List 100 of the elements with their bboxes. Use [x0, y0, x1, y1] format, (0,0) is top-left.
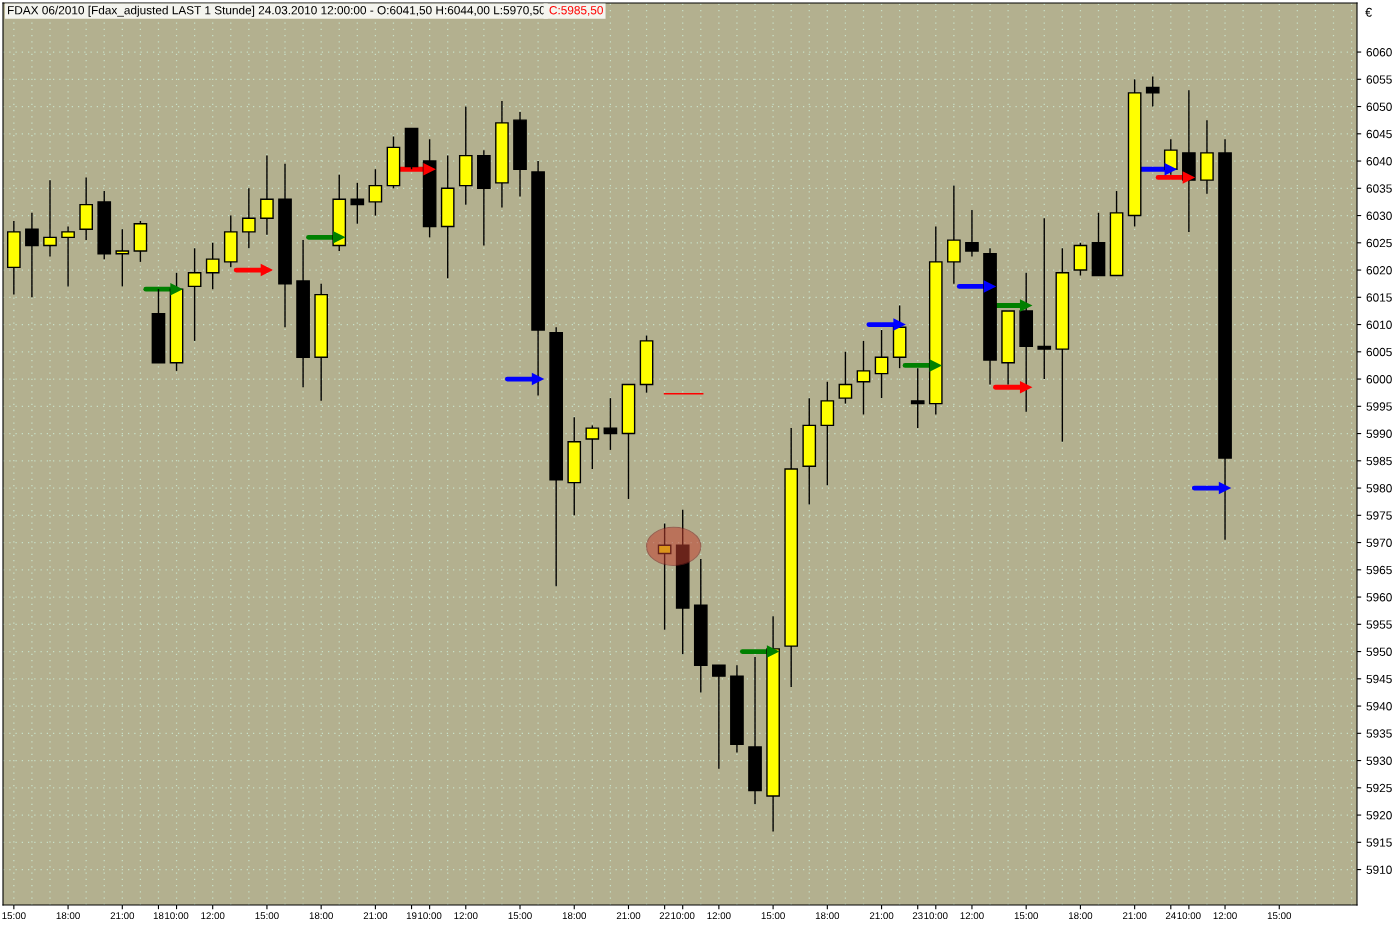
point — [423, 162, 436, 176]
x-tick-label: 10:00 — [165, 912, 189, 920]
candlestick — [910, 367, 925, 429]
x-tick-label: 15:00 — [1014, 912, 1038, 920]
y-tick-label: 6020 — [1366, 266, 1392, 275]
point — [531, 372, 545, 386]
x-tick-label: 21:00 — [869, 912, 894, 920]
x-tick-label: 21:00 — [616, 912, 641, 920]
x-tick-label: 10:00 — [671, 912, 695, 920]
x-tick-label: 18 — [153, 912, 164, 920]
point — [1182, 171, 1196, 184]
candlestick — [585, 424, 600, 470]
point — [332, 231, 346, 244]
candlestick — [368, 168, 383, 217]
candlestick — [350, 182, 365, 225]
y-tick-label: 6005 — [1366, 347, 1392, 357]
candlestick — [603, 397, 618, 451]
y-tick-label: 5935 — [1366, 729, 1392, 738]
point — [1218, 481, 1232, 495]
y-axis-title: € — [1365, 7, 1372, 17]
x-tick-label: 21:00 — [363, 912, 388, 920]
x-tick-label: 12:00 — [960, 912, 984, 920]
point — [170, 282, 183, 296]
x-tick-label: 21:00 — [1122, 912, 1147, 920]
candlestick — [965, 209, 979, 258]
candlestick — [43, 179, 57, 258]
point — [1164, 162, 1178, 176]
x-tick-label: 12:00 — [1213, 912, 1237, 920]
candlestick — [260, 154, 274, 236]
candlestick — [205, 242, 220, 290]
candlestick — [25, 212, 39, 299]
x-tick-label: 12:00 — [707, 912, 731, 920]
y-tick-label: 6010 — [1366, 320, 1392, 329]
y-tick-label: 5910 — [1366, 865, 1392, 874]
y-tick-label: 6035 — [1366, 184, 1392, 193]
x-tick-label: 24 — [1165, 912, 1176, 919]
y-tick-label: 5950 — [1366, 647, 1392, 656]
y-tick-label: 6050 — [1366, 102, 1392, 111]
x-tick-label: 18:00 — [309, 912, 333, 920]
candlestick — [856, 340, 871, 416]
candlestick — [838, 351, 853, 405]
x-tick-label: 21:00 — [110, 912, 135, 920]
x-tick-label: 10:00 — [924, 912, 948, 920]
y-tick-label: 6045 — [1366, 129, 1392, 139]
y-tick-label: 5995 — [1366, 402, 1392, 411]
candlestick — [1037, 217, 1052, 380]
x-tick-label: 12:00 — [201, 912, 225, 920]
candlestick — [1145, 75, 1160, 108]
x-tick-label: 22 — [659, 912, 670, 919]
y-tick-label: 5975 — [1366, 511, 1392, 520]
point — [983, 280, 997, 293]
y-tick-label: 6055 — [1366, 75, 1392, 84]
y-tick-label: 5940 — [1366, 702, 1392, 711]
x-tick-label: 15:00 — [1267, 912, 1292, 920]
candlestick — [874, 329, 889, 399]
y-tick-label: 6015 — [1366, 293, 1392, 302]
x-tick-label: 18:00 — [815, 912, 840, 920]
candlestick — [712, 664, 726, 770]
y-tick-label: 5915 — [1366, 838, 1392, 847]
x-tick-label: 19 — [406, 912, 417, 920]
x-tick-label: 18:00 — [56, 912, 80, 920]
y-tick-label: 6060 — [1366, 48, 1392, 57]
y-tick-label: 6000 — [1366, 375, 1392, 384]
candlestick — [115, 228, 130, 288]
y-tick-label: 5945 — [1366, 674, 1392, 684]
x-tick-label: 15:00 — [255, 912, 279, 920]
y-tick-label: 5990 — [1366, 429, 1392, 438]
candlestick — [947, 184, 961, 285]
y-tick-label: 5985 — [1366, 456, 1392, 466]
y-tick-label: 5960 — [1366, 593, 1392, 602]
x-tick-label: 15:00 — [761, 912, 785, 920]
x-tick-label: 12:00 — [454, 912, 478, 920]
point — [766, 645, 780, 658]
y-tick-label: 5970 — [1366, 538, 1392, 547]
chart-title: FDAX 06/2010 [Fdax_adjusted LAST 1 Stunde] 24.03.2010 12:00:00 - O:6041,50 H:6044,00 L:5970,50 — [8, 5, 546, 17]
point — [260, 263, 274, 277]
y-tick-label: 5930 — [1366, 756, 1392, 765]
y-tick-label: 5925 — [1366, 783, 1392, 793]
y-tick-label: 6040 — [1366, 157, 1392, 166]
candlestick — [187, 247, 202, 342]
y-tick-label: 6025 — [1366, 238, 1392, 248]
point — [929, 359, 943, 372]
x-tick-label: 10:00 — [418, 912, 442, 920]
candlestick — [657, 522, 672, 631]
y-tick-label: 5920 — [1366, 811, 1392, 820]
x-tick-label: 18:00 — [1068, 912, 1093, 920]
x-tick-label: 10:00 — [1177, 912, 1201, 920]
y-tick-label: 5965 — [1366, 565, 1392, 575]
point — [893, 318, 906, 331]
chart-subtitle: C:5985,50 — [549, 6, 603, 16]
y-tick-label: 6030 — [1366, 211, 1392, 220]
x-tick-label: 15:00 — [508, 912, 532, 920]
y-tick-label: 5955 — [1366, 620, 1392, 629]
point — [1019, 380, 1033, 394]
candlestick — [242, 187, 256, 249]
x-tick-label: 18:00 — [562, 912, 587, 920]
candlestick — [61, 225, 75, 288]
x-tick-label: 23 — [912, 912, 923, 920]
x-tick-label: 15:00 — [2, 912, 26, 920]
y-tick-label: 5980 — [1366, 484, 1392, 493]
